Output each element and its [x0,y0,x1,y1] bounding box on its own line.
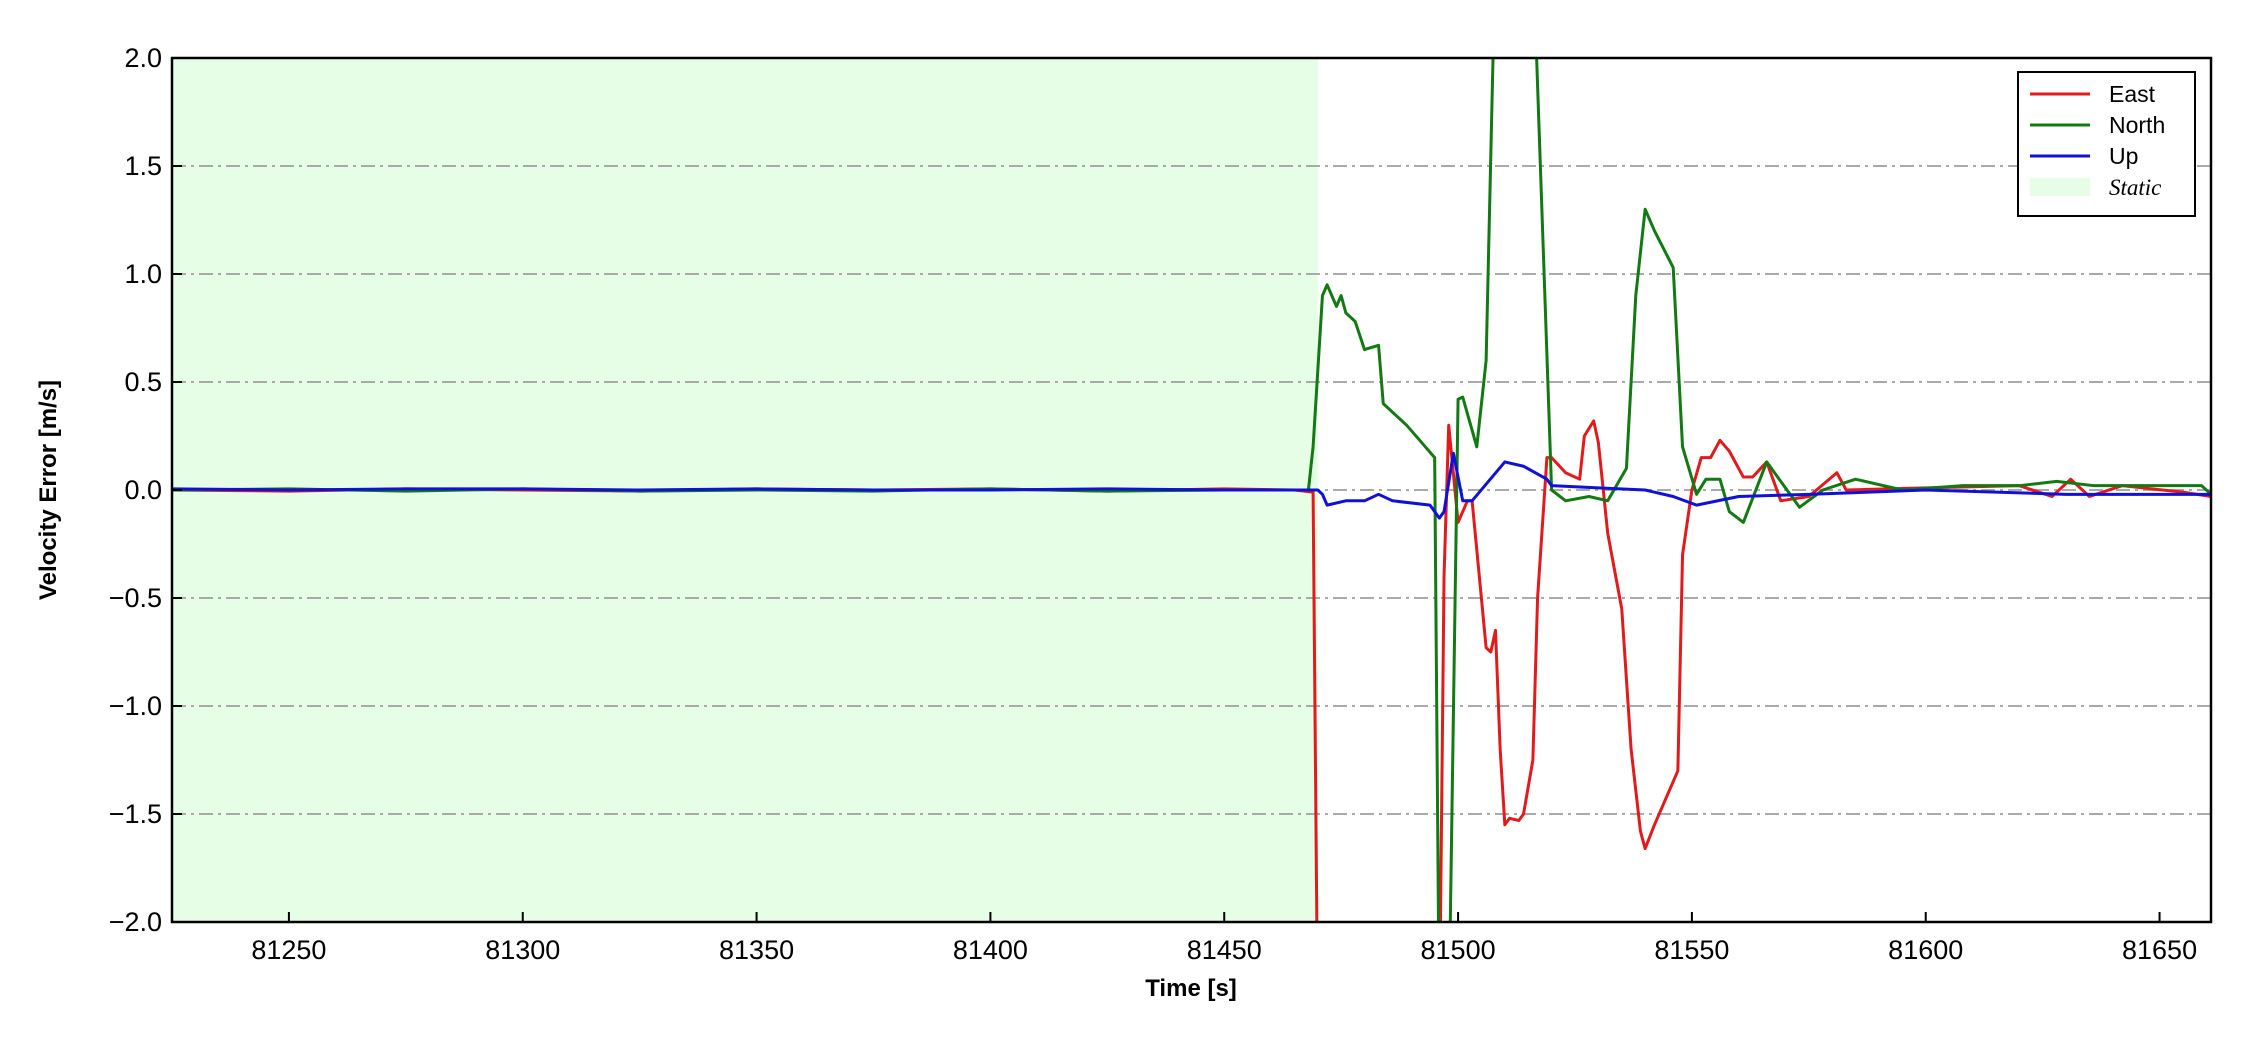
x-axis-label: Time [s] [1145,975,1237,1002]
legend-swatch [2030,178,2090,196]
y-tick-label: −0.5 [109,583,162,613]
x-tick-label: 81450 [1187,935,1262,965]
legend-label: East [2109,81,2156,107]
x-tick-label: 81500 [1421,935,1496,965]
y-tick-label: 0.0 [124,475,162,505]
legend-label: North [2109,112,2165,138]
y-axis-label: Velocity Error [m/s] [35,380,62,600]
y-tick-label: −1.0 [109,691,162,721]
x-tick-label: 81550 [1654,935,1729,965]
series-line [172,451,2211,520]
y-tick-label: 1.0 [124,259,162,289]
y-tick-label: 2.0 [124,43,162,73]
legend-label: Up [2109,143,2138,169]
x-tick-label: 81650 [2122,935,2197,965]
x-tick-label: 81250 [251,935,326,965]
y-tick-label: 0.5 [124,367,162,397]
x-tick-label: 81400 [953,935,1028,965]
legend-label: Static [2109,175,2161,200]
x-tick-label: 81300 [485,935,560,965]
x-tick-label: 81600 [1888,935,1963,965]
x-tick-label: 81350 [719,935,794,965]
y-tick-label: 1.5 [124,151,162,181]
y-tick-label: −1.5 [109,799,162,829]
y-tick-label: −2.0 [109,907,162,937]
